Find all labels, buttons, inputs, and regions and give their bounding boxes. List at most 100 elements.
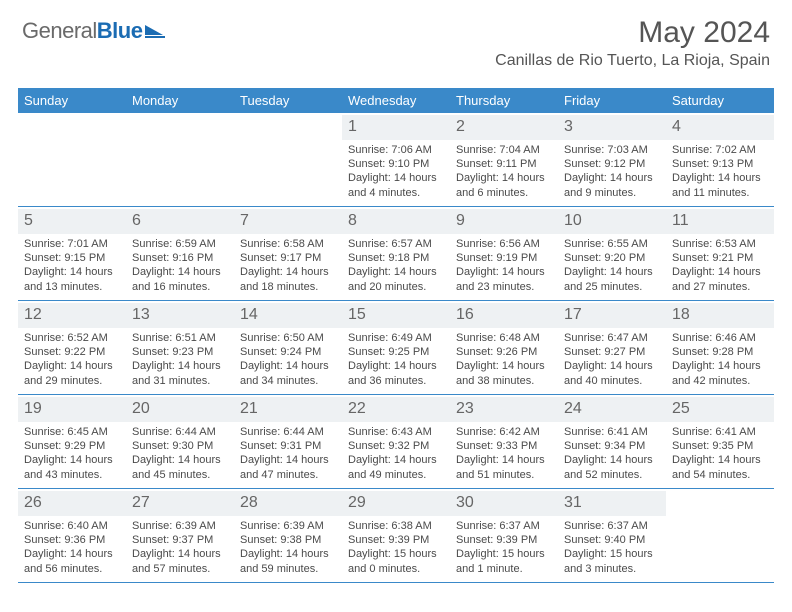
- daylight-text: and 27 minutes.: [672, 280, 768, 294]
- day-number: 12: [18, 303, 126, 328]
- day-number: 8: [342, 209, 450, 234]
- day-number: 29: [342, 491, 450, 516]
- day-cell: 23Sunrise: 6:42 AMSunset: 9:33 PMDayligh…: [450, 395, 558, 488]
- daylight-text: and 59 minutes.: [240, 562, 336, 576]
- day-cell: 4Sunrise: 7:02 AMSunset: 9:13 PMDaylight…: [666, 113, 774, 206]
- day-cell: 12Sunrise: 6:52 AMSunset: 9:22 PMDayligh…: [18, 301, 126, 394]
- logo-text-2: Blue: [97, 18, 143, 43]
- day-number: 28: [234, 491, 342, 516]
- daylight-text: Daylight: 14 hours: [24, 359, 120, 373]
- sunset-text: Sunset: 9:10 PM: [348, 157, 444, 171]
- week-row: 5Sunrise: 7:01 AMSunset: 9:15 PMDaylight…: [18, 207, 774, 301]
- daylight-text: Daylight: 14 hours: [24, 265, 120, 279]
- daylight-text: Daylight: 14 hours: [672, 265, 768, 279]
- sunset-text: Sunset: 9:22 PM: [24, 345, 120, 359]
- daylight-text: and 6 minutes.: [456, 186, 552, 200]
- sunset-text: Sunset: 9:36 PM: [24, 533, 120, 547]
- daylight-text: Daylight: 14 hours: [672, 359, 768, 373]
- logo-sail-icon: [145, 20, 167, 38]
- daylight-text: Daylight: 14 hours: [24, 547, 120, 561]
- sunset-text: Sunset: 9:40 PM: [564, 533, 660, 547]
- sunset-text: Sunset: 9:15 PM: [24, 251, 120, 265]
- sunrise-text: Sunrise: 6:50 AM: [240, 331, 336, 345]
- sunset-text: Sunset: 9:20 PM: [564, 251, 660, 265]
- daylight-text: and 25 minutes.: [564, 280, 660, 294]
- day-cell: 22Sunrise: 6:43 AMSunset: 9:32 PMDayligh…: [342, 395, 450, 488]
- day-number: 15: [342, 303, 450, 328]
- sunrise-text: Sunrise: 7:01 AM: [24, 237, 120, 251]
- sunset-text: Sunset: 9:35 PM: [672, 439, 768, 453]
- daylight-text: Daylight: 15 hours: [564, 547, 660, 561]
- daylight-text: and 18 minutes.: [240, 280, 336, 294]
- day-cell: 20Sunrise: 6:44 AMSunset: 9:30 PMDayligh…: [126, 395, 234, 488]
- daylight-text: Daylight: 14 hours: [240, 547, 336, 561]
- sunrise-text: Sunrise: 7:04 AM: [456, 143, 552, 157]
- sunrise-text: Sunrise: 6:49 AM: [348, 331, 444, 345]
- day-number: 7: [234, 209, 342, 234]
- sunrise-text: Sunrise: 6:51 AM: [132, 331, 228, 345]
- daylight-text: and 47 minutes.: [240, 468, 336, 482]
- daylight-text: Daylight: 14 hours: [132, 547, 228, 561]
- weekday-header: Friday: [558, 88, 666, 113]
- sunrise-text: Sunrise: 6:40 AM: [24, 519, 120, 533]
- daylight-text: and 0 minutes.: [348, 562, 444, 576]
- weekday-header: Saturday: [666, 88, 774, 113]
- daylight-text: Daylight: 14 hours: [564, 265, 660, 279]
- daylight-text: Daylight: 15 hours: [348, 547, 444, 561]
- daylight-text: Daylight: 14 hours: [348, 265, 444, 279]
- day-cell: 26 Sunrise: 6:40 AMSunset: 9:36 PMDayligh…: [18, 489, 126, 582]
- daylight-text: Daylight: 14 hours: [240, 265, 336, 279]
- week-row: 19Sunrise: 6:45 AMSunset: 9:29 PMDayligh…: [18, 395, 774, 489]
- day-number: 25: [666, 397, 774, 422]
- sunset-text: Sunset: 9:17 PM: [240, 251, 336, 265]
- daylight-text: and 36 minutes.: [348, 374, 444, 388]
- day-number: 26: [18, 491, 126, 516]
- daylight-text: Daylight: 14 hours: [456, 359, 552, 373]
- day-cell: .: [666, 489, 774, 582]
- daylight-text: Daylight: 14 hours: [348, 171, 444, 185]
- logo-text-1: General: [22, 18, 97, 43]
- daylight-text: Daylight: 14 hours: [24, 453, 120, 467]
- daylight-text: and 3 minutes.: [564, 562, 660, 576]
- day-number: 22: [342, 397, 450, 422]
- calendar: SundayMondayTuesdayWednesdayThursdayFrid…: [18, 88, 774, 583]
- sunset-text: Sunset: 9:28 PM: [672, 345, 768, 359]
- day-cell: 13Sunrise: 6:51 AMSunset: 9:23 PMDayligh…: [126, 301, 234, 394]
- sunset-text: Sunset: 9:11 PM: [456, 157, 552, 171]
- day-number: 31: [558, 491, 666, 516]
- day-number: 17: [558, 303, 666, 328]
- sunrise-text: Sunrise: 6:37 AM: [456, 519, 552, 533]
- sunset-text: Sunset: 9:19 PM: [456, 251, 552, 265]
- sunrise-text: Sunrise: 6:42 AM: [456, 425, 552, 439]
- day-number: 23: [450, 397, 558, 422]
- sunrise-text: Sunrise: 6:44 AM: [132, 425, 228, 439]
- sunrise-text: Sunrise: 6:37 AM: [564, 519, 660, 533]
- day-cell: 7Sunrise: 6:58 AMSunset: 9:17 PMDaylight…: [234, 207, 342, 300]
- day-number: 27: [126, 491, 234, 516]
- day-number: 4: [666, 115, 774, 140]
- sunrise-text: Sunrise: 6:41 AM: [564, 425, 660, 439]
- daylight-text: and 49 minutes.: [348, 468, 444, 482]
- daylight-text: Daylight: 14 hours: [132, 359, 228, 373]
- daylight-text: and 13 minutes.: [24, 280, 120, 294]
- day-cell: .: [18, 113, 126, 206]
- daylight-text: Daylight: 14 hours: [672, 171, 768, 185]
- daylight-text: Daylight: 14 hours: [564, 359, 660, 373]
- day-number: 2: [450, 115, 558, 140]
- daylight-text: and 1 minute.: [456, 562, 552, 576]
- day-cell: 29Sunrise: 6:38 AMSunset: 9:39 PMDayligh…: [342, 489, 450, 582]
- sunset-text: Sunset: 9:26 PM: [456, 345, 552, 359]
- daylight-text: and 45 minutes.: [132, 468, 228, 482]
- day-number: 24: [558, 397, 666, 422]
- sunset-text: Sunset: 9:24 PM: [240, 345, 336, 359]
- sunset-text: Sunset: 9:27 PM: [564, 345, 660, 359]
- weekday-header: Sunday: [18, 88, 126, 113]
- daylight-text: and 4 minutes.: [348, 186, 444, 200]
- sunrise-text: Sunrise: 6:43 AM: [348, 425, 444, 439]
- daylight-text: and 20 minutes.: [348, 280, 444, 294]
- day-cell: 28Sunrise: 6:39 AMSunset: 9:38 PMDayligh…: [234, 489, 342, 582]
- sunrise-text: Sunrise: 7:06 AM: [348, 143, 444, 157]
- sunrise-text: Sunrise: 6:38 AM: [348, 519, 444, 533]
- sunset-text: Sunset: 9:12 PM: [564, 157, 660, 171]
- day-number: 16: [450, 303, 558, 328]
